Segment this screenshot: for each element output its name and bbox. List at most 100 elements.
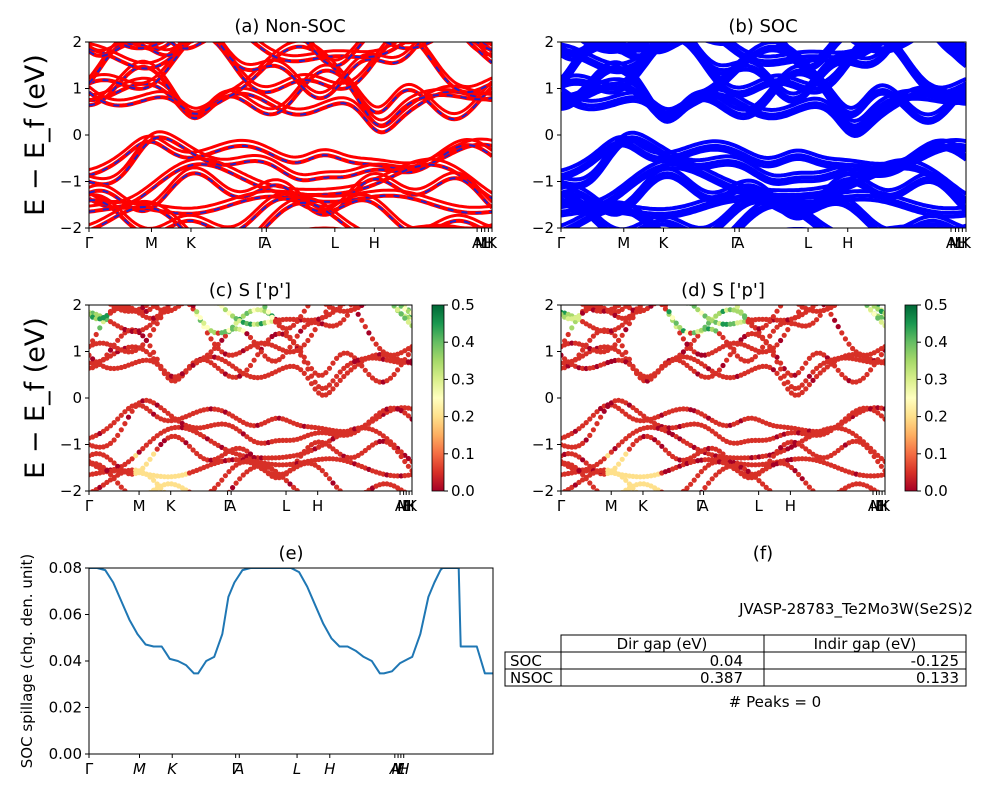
projection-point [594,506,599,511]
projection-point [244,245,249,250]
projection-point [716,331,723,337]
projection-point [781,332,787,338]
projection-point [746,494,751,499]
projection-point [846,295,851,300]
projection-point [320,253,325,258]
panel-e-ylabel: SOC spillage (chg. den. unit) [18,554,36,769]
projection-point [677,491,682,496]
projection-point [388,279,393,284]
projection-point [194,493,199,498]
projection-point [370,284,375,289]
projection-point [645,298,650,303]
projection-point [749,257,754,262]
panel-d-title: (d) S ['p'] [681,280,765,301]
projection-point [169,295,174,300]
projection-point [612,446,618,452]
projection-point [569,293,574,298]
projection-point [677,324,683,331]
projection-point [601,456,607,462]
projection-point [180,284,185,289]
projection-point [115,506,120,511]
projection-point [796,471,802,478]
projection-point [810,294,815,299]
projection-point [180,288,185,293]
projection-point [569,504,574,509]
projection-point [627,279,632,284]
projection-point [191,272,196,277]
projection-point [374,284,379,289]
table-header-indir-gap: Indir gap (eV) [814,635,917,653]
projection-point [208,511,213,516]
projection-point [165,305,171,309]
projection-point [756,478,762,484]
projection-point [860,375,867,381]
k-point-label: A [226,497,237,515]
projection-point [691,337,697,343]
projection-point [594,266,599,271]
table-cell-soc-indir: -0.125 [911,652,959,670]
projection-point [573,505,578,510]
projection-point [338,274,343,279]
projection-point [187,297,192,302]
projection-point [143,471,149,477]
projection-point [832,291,837,296]
projection-point [165,288,170,293]
projection-point [101,505,106,510]
projection-point [688,269,693,274]
projection-point [402,273,407,278]
projection-point [810,275,815,280]
colorbar-tick-label: 0.0 [924,482,948,500]
y-tick-label: −1 [532,436,554,454]
projection-point [713,501,718,506]
projection-point [143,461,149,467]
projection-point [702,363,708,369]
k-point-label: L [293,760,301,778]
projection-point [720,499,725,504]
projection-point [645,281,650,286]
projection-point [143,405,149,411]
projection-point [277,273,282,278]
projection-point [710,248,715,253]
projection-point [216,504,221,509]
projection-point [208,336,214,342]
projection-point [370,287,375,292]
projection-point [774,256,779,261]
projection-point [381,287,386,292]
projection-point [348,494,353,499]
projection-point [832,288,837,293]
projection-point [176,283,181,288]
projection-point [828,296,833,301]
projection-point [688,365,694,371]
projection-point [158,364,164,370]
projection-point [104,506,109,511]
projection-point [194,282,199,287]
projection-point [584,277,589,282]
projection-point [576,506,581,511]
projection-point [620,280,625,285]
projection-point [366,286,371,291]
projection-point [330,267,335,272]
projection-point [796,501,801,506]
projection-point [817,312,823,318]
projection-point [265,309,271,315]
projection-point [252,246,257,251]
projection-point [749,259,754,264]
projection-point [882,282,887,287]
projection-point [590,427,597,433]
projection-point [580,266,585,271]
panel-c-projected-bands [89,245,412,516]
projection-point [558,283,563,288]
projection-point [183,287,188,292]
projection-point [158,279,163,284]
band-line [561,44,966,128]
projection-point [698,310,705,316]
projection-point [187,286,192,291]
projection-point [778,317,784,323]
k-point-label: L [282,497,291,515]
projection-point [183,487,189,491]
colorbar-gradient [904,304,918,492]
projection-point [115,480,121,486]
projection-point [169,280,174,285]
projection-point [395,282,400,287]
